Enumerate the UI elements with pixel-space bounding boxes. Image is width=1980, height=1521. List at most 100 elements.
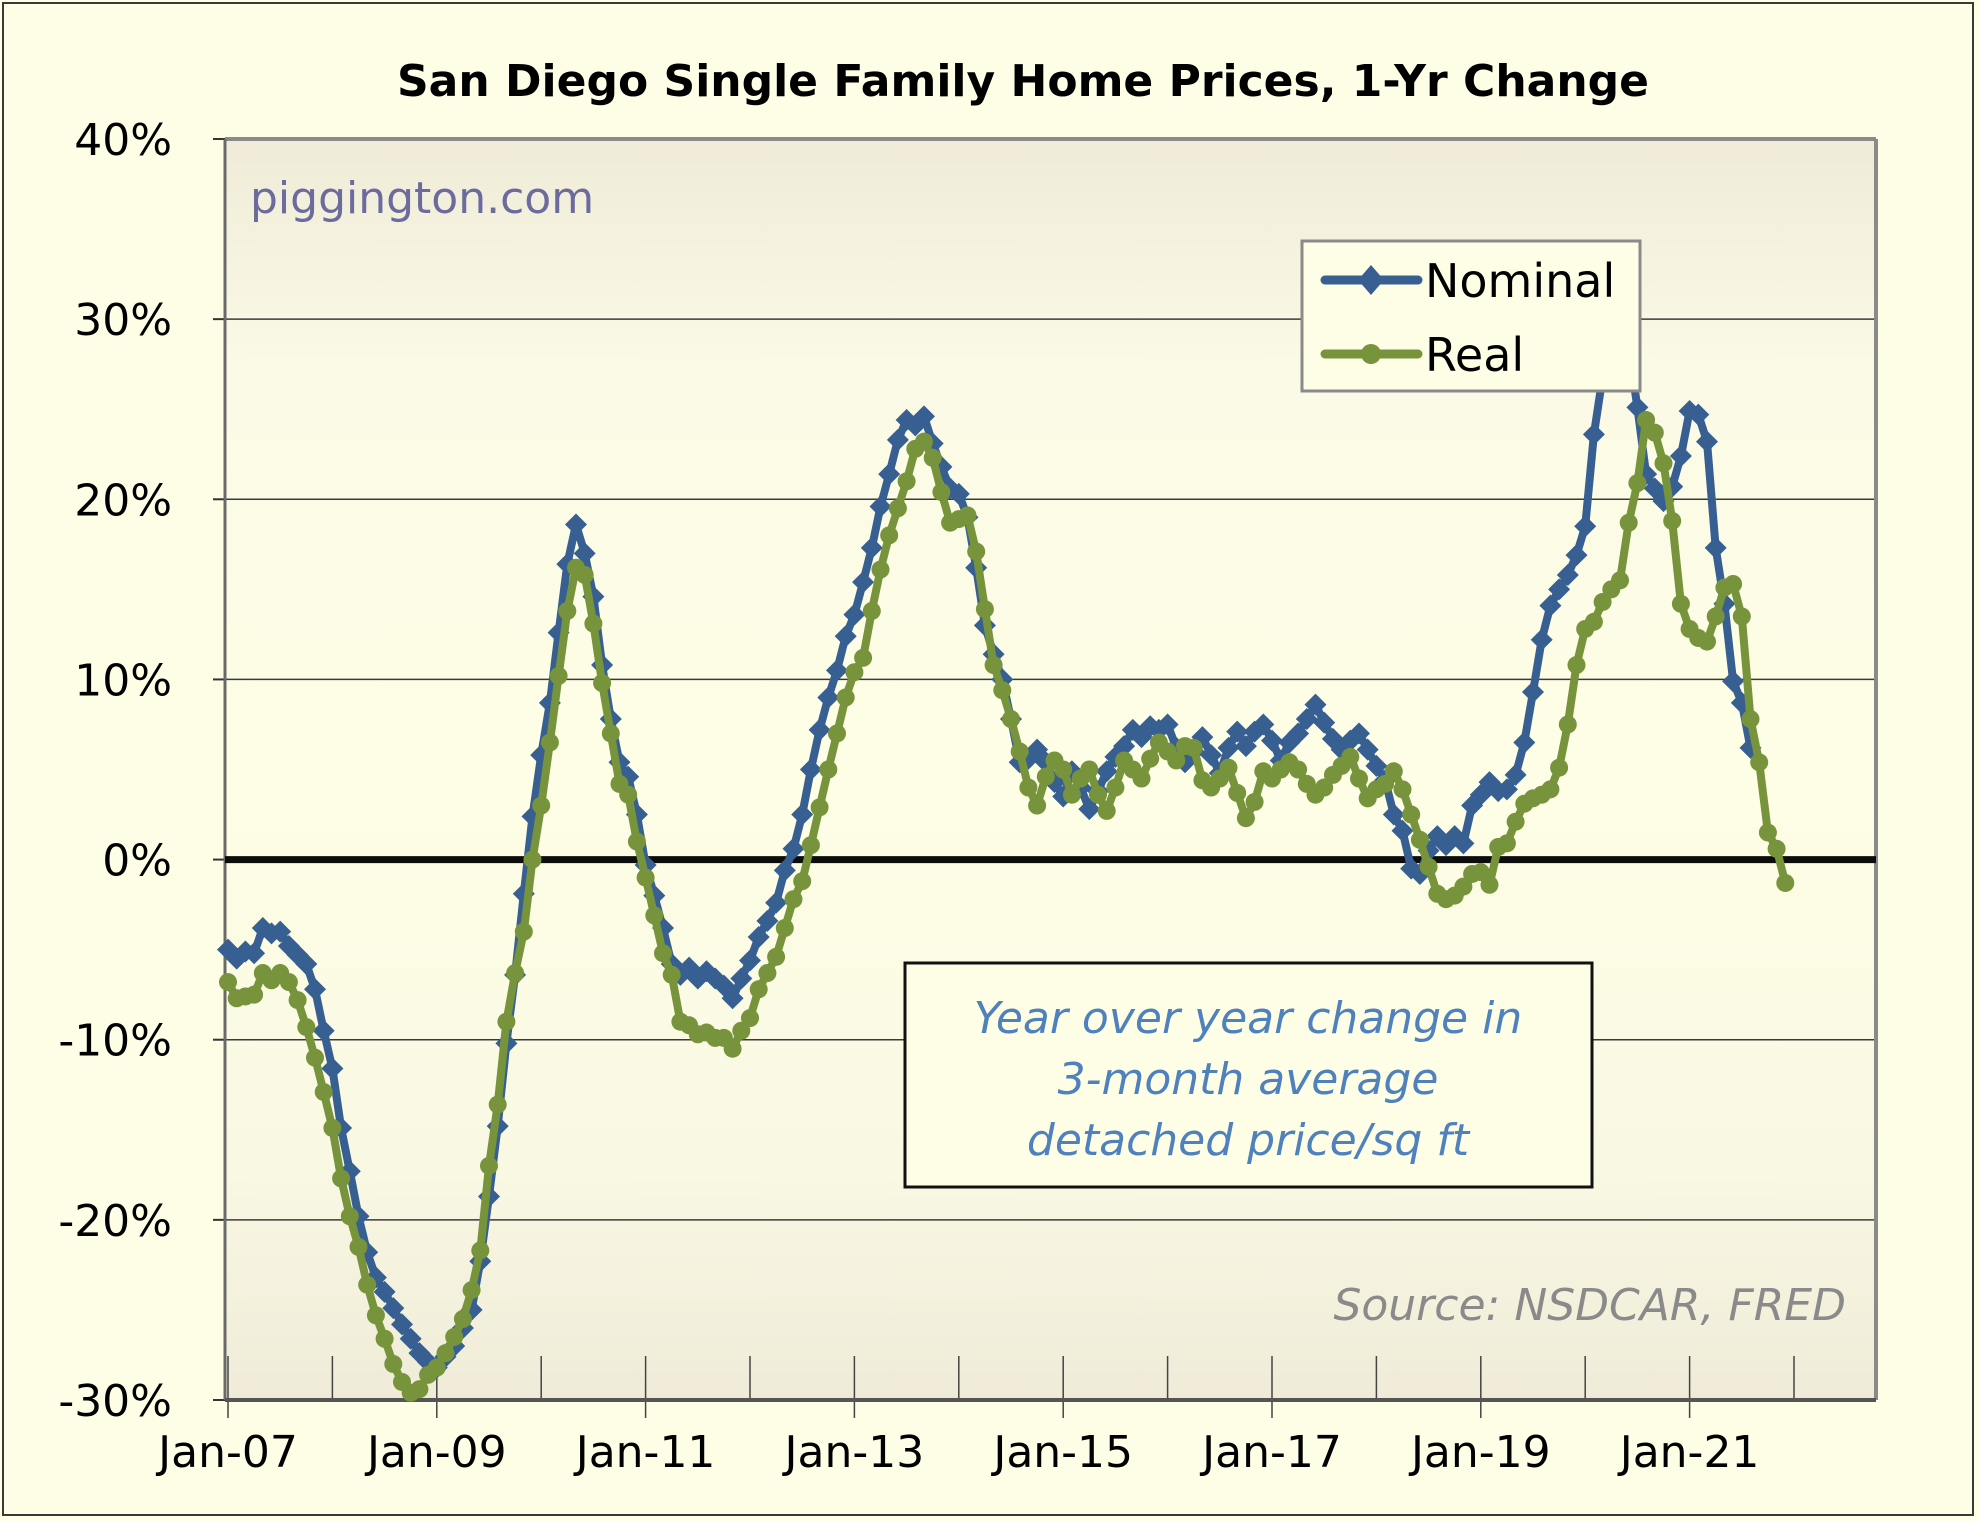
data-point-nominal [799, 758, 822, 781]
data-point-real [819, 760, 838, 779]
data-point-nominal [1252, 713, 1275, 736]
data-point-real [1002, 710, 1020, 729]
data-point-real [288, 991, 307, 1010]
data-point-nominal [1382, 803, 1405, 826]
data-point-real [897, 472, 916, 491]
data-point-real [1245, 792, 1264, 811]
data-point-nominal [1565, 544, 1588, 567]
data-point-real [1289, 760, 1308, 779]
data-point-nominal [791, 803, 814, 826]
data-point-real [506, 964, 525, 983]
data-point-real [427, 1358, 446, 1377]
data-point-nominal [756, 909, 779, 932]
data-point-nominal [1574, 515, 1597, 538]
data-point-real [375, 1329, 394, 1348]
data-point-real [1776, 873, 1795, 892]
y-tick-label: 0% [102, 836, 172, 887]
data-point-real [314, 1082, 333, 1101]
data-point-real [366, 1306, 385, 1325]
data-point-nominal [1365, 754, 1388, 777]
data-point-real [993, 681, 1012, 700]
data-point-nominal [834, 625, 857, 648]
data-point-nominal [1452, 832, 1475, 855]
data-point-nominal [747, 926, 770, 949]
data-point-real [1062, 785, 1081, 804]
data-point-real [1419, 857, 1438, 876]
data-point-real [340, 1207, 359, 1226]
data-point-real [1132, 769, 1151, 788]
data-point-real [1028, 796, 1047, 815]
data-point-nominal [1704, 536, 1727, 559]
data-point-real [862, 601, 881, 620]
data-point-real [784, 890, 803, 909]
data-point-nominal [913, 405, 935, 428]
data-point-real [453, 1309, 472, 1328]
data-point-real [662, 965, 681, 984]
chart-title: San Diego Single Family Home Prices, 1-Y… [397, 56, 1649, 107]
legend-label-real: Real [1425, 328, 1524, 382]
series-real [219, 411, 1795, 1402]
data-point-real [1054, 760, 1073, 779]
data-point-nominal [1200, 744, 1223, 767]
data-point-real [854, 648, 873, 667]
data-point-real [1637, 411, 1656, 430]
data-point-nominal [304, 978, 326, 1001]
data-point-real [593, 674, 612, 693]
data-point-real [575, 565, 594, 584]
data-point-nominal [1722, 670, 1745, 693]
data-point-real [297, 1018, 316, 1037]
data-point-real [1584, 612, 1603, 631]
y-tick-label: 40% [74, 115, 172, 166]
data-point-real [445, 1327, 464, 1346]
data-point-nominal [1313, 711, 1336, 734]
data-point-nominal [1095, 760, 1118, 783]
data-point-real [1315, 778, 1334, 797]
data-point-real [1654, 454, 1673, 473]
data-point-nominal [1556, 563, 1579, 586]
data-point-nominal [1504, 763, 1527, 786]
data-point-real [1758, 823, 1777, 842]
data-point-nominal [1287, 722, 1310, 745]
data-point-real [1480, 875, 1499, 894]
data-point-real [888, 499, 907, 518]
data-point-real [828, 724, 846, 743]
note-line-2: 3-month average [1058, 1054, 1439, 1105]
data-point-real [749, 980, 768, 999]
data-point-real [1497, 834, 1516, 853]
data-point-nominal [1261, 729, 1283, 752]
data-point-real [619, 785, 638, 804]
data-point-nominal [947, 482, 970, 505]
data-point-real [349, 1237, 368, 1256]
data-point-real [836, 688, 855, 707]
data-point-real [523, 850, 542, 869]
y-tick-label: 10% [74, 655, 172, 706]
data-point-real [975, 600, 994, 619]
data-point-nominal [765, 891, 788, 914]
data-point-nominal [1391, 819, 1414, 842]
x-tick-label: Jan-13 [782, 1427, 925, 1478]
data-point-real [958, 506, 977, 525]
data-point-real [1671, 594, 1690, 613]
data-point-real [1471, 863, 1490, 882]
data-point-real [654, 944, 672, 963]
circle-marker-icon [1361, 344, 1381, 364]
data-point-real [1732, 607, 1751, 626]
legend-label-nominal: Nominal [1425, 254, 1615, 308]
data-point-real [1393, 780, 1412, 799]
data-point-real [332, 1169, 351, 1188]
data-point-nominal [373, 1280, 396, 1303]
data-point-real [1628, 474, 1647, 493]
data-point-nominal [399, 1327, 422, 1350]
data-point-real [1106, 778, 1125, 797]
data-point-nominal [886, 428, 909, 451]
data-point-real [1741, 710, 1760, 729]
data-point-nominal [1295, 708, 1318, 731]
data-point-real [1619, 513, 1638, 532]
source-text: Source: NSDCAR, FRED [1333, 1280, 1846, 1331]
data-point-real [1541, 780, 1560, 799]
data-point-real [1019, 778, 1038, 797]
data-point-real [1611, 571, 1629, 590]
note-box: Year over year change in 3-month average… [903, 961, 1594, 1189]
data-point-nominal [878, 463, 901, 486]
